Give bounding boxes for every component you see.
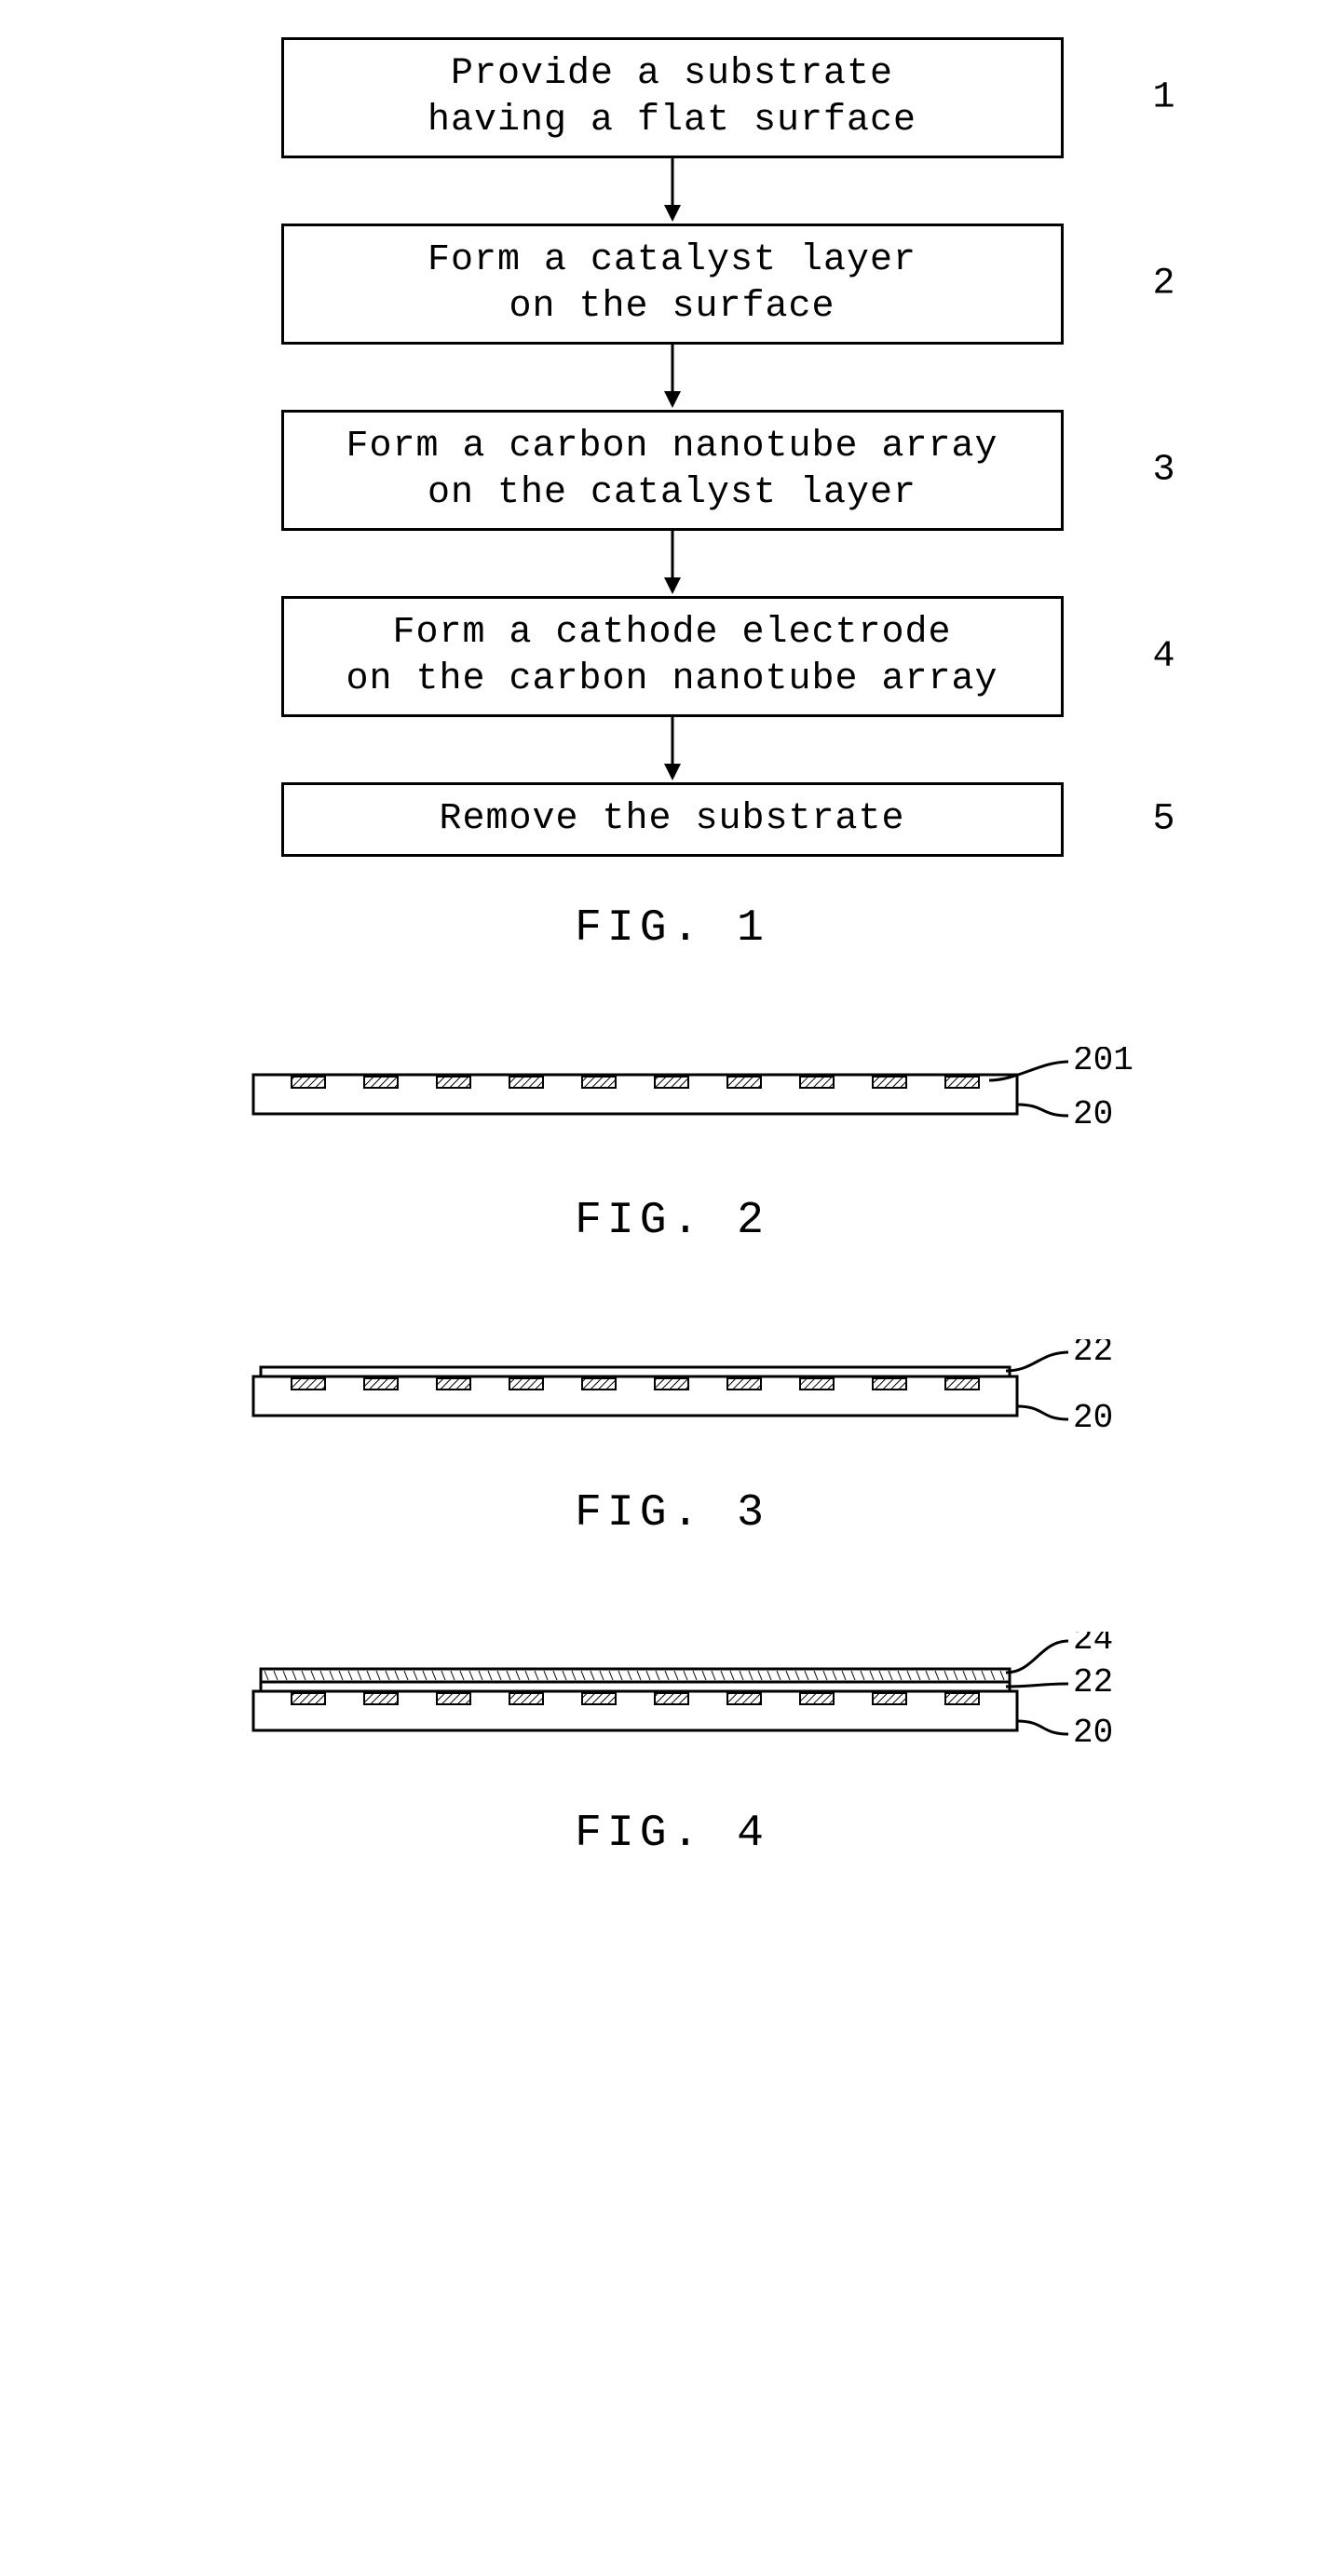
svg-text:20: 20 [1073, 1714, 1113, 1752]
flow-step-3-wrap: Form a carbon nanotube array on the cata… [225, 410, 1120, 531]
flow-step-3: Form a carbon nanotube array on the cata… [281, 410, 1064, 531]
svg-text:22: 22 [1073, 1663, 1113, 1702]
flow-step-2-wrap: Form a catalyst layer on the surface 2 [225, 224, 1120, 345]
step-4-line-2: on the carbon nanotube array [321, 657, 1024, 703]
flow-step-2: Form a catalyst layer on the surface [281, 224, 1064, 345]
svg-text:20: 20 [1073, 1399, 1113, 1437]
step-5-num: 5 [1152, 799, 1174, 841]
step-5-line-1: Remove the substrate [321, 796, 1024, 843]
fig2-caption: FIG. 2 [575, 1196, 769, 1246]
step-2-line-2: on the surface [321, 284, 1024, 331]
flow-step-4-wrap: Form a cathode electrode on the carbon n… [225, 596, 1120, 717]
arrow-3-4 [658, 531, 686, 596]
step-2-line-1: Form a catalyst layer [321, 237, 1024, 284]
step-3-num: 3 [1152, 450, 1174, 492]
svg-text:20: 20 [1073, 1095, 1113, 1133]
cross-section-fig2: 201 20 FIG. 2 [197, 1047, 1147, 1311]
step-4-num: 4 [1152, 636, 1174, 678]
fig4-caption: FIG. 4 [575, 1809, 769, 1859]
cross-section-fig4: 24 22 20 FIG. 4 [197, 1632, 1147, 1924]
fig4-svg: 24 22 20 [197, 1632, 1147, 1762]
fig1-caption: FIG. 1 [575, 903, 769, 954]
fig3-svg: 22 20 [197, 1339, 1147, 1442]
arrow-4-5 [658, 717, 686, 782]
fig3-caption: FIG. 3 [575, 1488, 769, 1539]
flow-step-1-wrap: Provide a substrate having a flat surfac… [225, 37, 1120, 158]
step-1-line-1: Provide a substrate [321, 51, 1024, 98]
svg-text:24: 24 [1073, 1632, 1113, 1659]
step-1-num: 1 [1152, 77, 1174, 119]
step-2-num: 2 [1152, 264, 1174, 305]
fig2-svg: 201 20 [197, 1047, 1147, 1149]
step-3-line-1: Form a carbon nanotube array [321, 424, 1024, 470]
flow-step-1: Provide a substrate having a flat surfac… [281, 37, 1064, 158]
flow-step-5-wrap: Remove the substrate 5 [225, 782, 1120, 857]
arrow-1-2 [658, 158, 686, 224]
flowchart-fig1: Provide a substrate having a flat surfac… [225, 37, 1120, 857]
step-1-line-2: having a flat surface [321, 98, 1024, 144]
svg-text:201: 201 [1073, 1047, 1134, 1079]
arrow-2-3 [658, 345, 686, 410]
svg-text:22: 22 [1073, 1339, 1113, 1370]
cross-section-fig3: 22 20 FIG. 3 [197, 1339, 1147, 1604]
flow-step-4: Form a cathode electrode on the carbon n… [281, 596, 1064, 717]
flow-step-5: Remove the substrate [281, 782, 1064, 857]
step-4-line-1: Form a cathode electrode [321, 610, 1024, 657]
step-3-line-2: on the catalyst layer [321, 470, 1024, 517]
